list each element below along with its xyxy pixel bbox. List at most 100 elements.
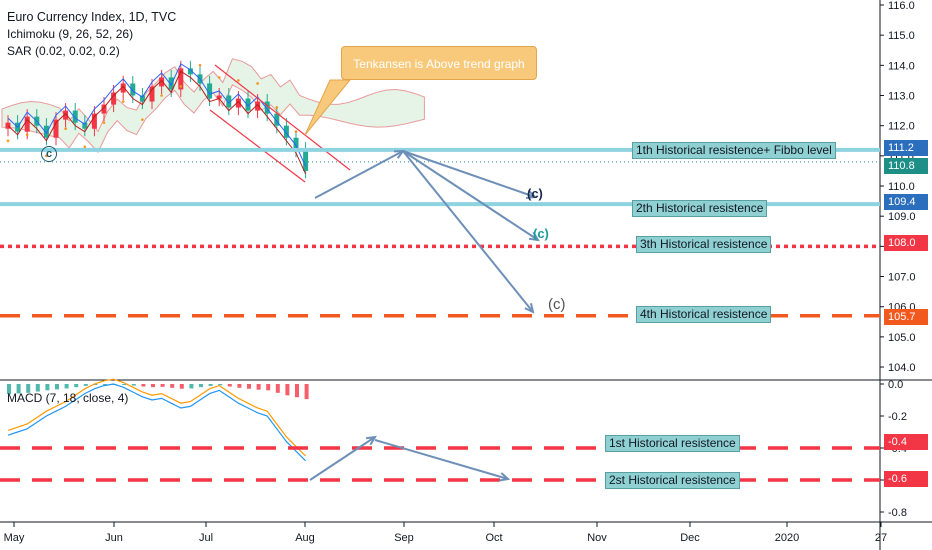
macd-histogram-bar (208, 384, 213, 386)
macd-histogram-bar (199, 384, 203, 388)
ichimoku-cloud (1, 58, 425, 154)
level-tag-1[interactable]: 1th Historical resistence+ Fibbo level (632, 142, 836, 159)
x-tick-label: Jul (199, 532, 213, 544)
macd-level-tag-2[interactable]: 2st Historical resistence (605, 472, 740, 489)
x-tick-label: Sep (394, 532, 414, 544)
macd-arrow-up (309, 436, 376, 481)
macd-histogram-bar (141, 384, 146, 387)
candle (43, 125, 49, 138)
candle (226, 95, 232, 108)
candle (159, 77, 165, 87)
candle (168, 77, 174, 90)
macd-histogram-bar (64, 384, 69, 389)
candle (91, 113, 97, 129)
sar-dot (64, 127, 67, 130)
badge-macd-0-4: -0.4 (884, 434, 928, 450)
wave-label-c1: (c) (527, 186, 543, 201)
level-tag-4[interactable]: 4th Historical resistence (636, 306, 772, 323)
x-tick-label: Dec (680, 532, 700, 544)
candle (207, 83, 213, 99)
macd-histogram-bar (179, 384, 184, 389)
macd-level-tag-1[interactable]: 1st Historical resistence (605, 435, 740, 452)
macd-histogram-bar (247, 384, 251, 389)
candle (139, 95, 145, 102)
sar-dot (83, 145, 87, 149)
macd-arrow-down (374, 439, 509, 480)
badge-109-4: 109.4 (884, 194, 928, 210)
chart-title: Euro Currency Index, 1D, TVC (7, 10, 177, 24)
projection-arrow-c2 (402, 150, 539, 241)
candle (187, 68, 193, 75)
macd-histogram-bar (74, 384, 79, 388)
macd-histogram-bar (189, 384, 194, 389)
macd-histogram-bar (103, 384, 107, 385)
candle (245, 98, 251, 111)
candle (120, 83, 126, 93)
candle (82, 122, 88, 129)
candle (149, 86, 155, 102)
sar-dot (160, 94, 163, 97)
candle (264, 101, 270, 114)
macd-histogram-bar (275, 384, 280, 393)
wave-label-c3: (c) (548, 296, 566, 313)
candle (235, 98, 241, 108)
badge-111-2: 111.2 (884, 140, 928, 156)
macd-arrow-down-head (498, 472, 511, 482)
macd-histogram-bar (285, 384, 290, 396)
x-tick-label: 27 (875, 532, 887, 544)
tenkansen-callout[interactable]: Tenkansen is Above trend graph (341, 46, 537, 80)
macd-histogram-bar (266, 384, 271, 391)
macd-y-tick-label: 0.0 (888, 379, 903, 391)
macd-histogram-bar (131, 384, 136, 386)
sar-dot (25, 133, 29, 137)
macd-histogram-bar (16, 384, 21, 394)
y-tick-label: 115.0 (888, 30, 915, 42)
signal-line (7, 378, 307, 457)
sar-dot (294, 130, 298, 134)
projection-arrow-c2-head (528, 231, 540, 242)
y-tick-label: 109.0 (888, 211, 916, 223)
macd-histogram-bar (218, 384, 223, 386)
level-tag-3[interactable]: 3th Historical resistence (636, 236, 772, 253)
macd-histogram-bar (55, 384, 59, 390)
wave-label-c-start: c (41, 146, 57, 162)
macd-y-tick-label: -0.2 (888, 411, 907, 423)
badge-110-8: 110.8 (884, 158, 928, 174)
candle (101, 104, 107, 114)
callout-pointer (304, 79, 352, 136)
macd-histogram-bar (35, 384, 40, 392)
sar-dot (121, 100, 125, 103)
macd-histogram-bar (256, 384, 261, 390)
macd-histogram-bar (304, 384, 309, 400)
macd-arrow-up-head (365, 435, 377, 446)
macd-histogram-bar (170, 384, 175, 388)
y-tick-label: 114.0 (888, 60, 915, 72)
macd-histogram-bar (237, 384, 242, 388)
macd-histogram-bar (45, 384, 50, 391)
macd-y-tick-label: -0.8 (888, 507, 907, 519)
channel-upper (214, 64, 351, 171)
projection-arrow-c1-head (525, 189, 538, 200)
sar-dot (141, 118, 144, 121)
sar-legend: SAR (0.02, 0.02, 0.2) (7, 44, 120, 58)
level-tag-2[interactable]: 2th Historical resistence (632, 200, 768, 217)
candle (293, 137, 299, 150)
sar-dot (102, 121, 106, 124)
macd-histogram-bar (122, 384, 127, 385)
tenkan-line (7, 63, 307, 167)
candle (303, 149, 309, 171)
x-tick-label: 2020 (775, 532, 799, 544)
sar-dot (275, 106, 279, 109)
macd-histogram-bar (295, 384, 299, 398)
macd-histogram-bar (151, 384, 155, 388)
macd-histogram-bar (227, 384, 232, 387)
sar-dot (179, 85, 183, 88)
badge-105-7: 105.7 (884, 309, 928, 325)
y-tick-label: 112.0 (888, 121, 915, 133)
y-tick-label: 105.0 (888, 332, 916, 344)
badge-macd-0-6: -0.6 (884, 471, 928, 487)
projection-arrow-c3-head (524, 303, 535, 314)
projection-arrow-c1 (402, 150, 536, 198)
macd-histogram-bar (93, 384, 98, 385)
